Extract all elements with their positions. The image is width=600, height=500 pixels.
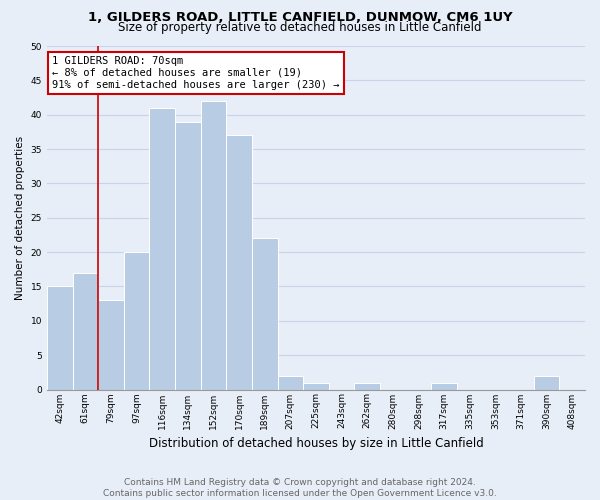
Bar [534,376,559,390]
X-axis label: Distribution of detached houses by size in Little Canfield: Distribution of detached houses by size … [149,437,484,450]
Bar [303,382,329,390]
Bar [252,238,278,390]
Bar [98,300,124,390]
Bar [226,136,252,390]
Bar [73,272,98,390]
Bar [278,376,303,390]
Text: 1 GILDERS ROAD: 70sqm
← 8% of detached houses are smaller (19)
91% of semi-detac: 1 GILDERS ROAD: 70sqm ← 8% of detached h… [52,56,340,90]
Bar [200,101,226,390]
Text: Size of property relative to detached houses in Little Canfield: Size of property relative to detached ho… [118,21,482,34]
Y-axis label: Number of detached properties: Number of detached properties [15,136,25,300]
Bar [47,286,73,390]
Text: 1, GILDERS ROAD, LITTLE CANFIELD, DUNMOW, CM6 1UY: 1, GILDERS ROAD, LITTLE CANFIELD, DUNMOW… [88,11,512,24]
Bar [431,382,457,390]
Bar [175,122,200,390]
Bar [124,252,149,390]
Text: Contains HM Land Registry data © Crown copyright and database right 2024.
Contai: Contains HM Land Registry data © Crown c… [103,478,497,498]
Bar [355,382,380,390]
Bar [149,108,175,390]
